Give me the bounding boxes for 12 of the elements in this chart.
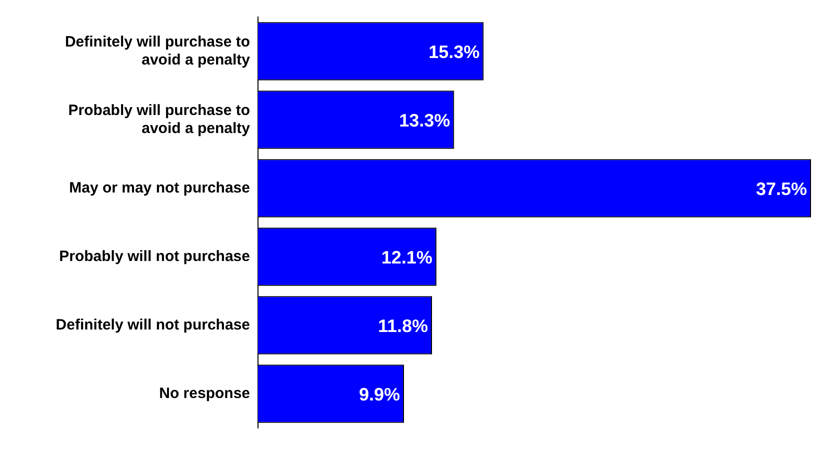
data-label: 11.8% bbox=[378, 316, 428, 336]
y-tick-label: Definitely will not purchase bbox=[56, 316, 250, 334]
y-tick-label: No response bbox=[159, 384, 250, 402]
y-tick-label: Definitely will purchase to avoid a penalty bbox=[64, 33, 251, 68]
y-tick-label: Probably will not purchase bbox=[59, 248, 250, 265]
y-tick-label: May or may not purchase bbox=[69, 179, 250, 196]
y-tick-label: Probably will purchase to avoid a penalty bbox=[68, 102, 251, 137]
data-label: 13.3% bbox=[399, 110, 450, 131]
data-label: 37.5% bbox=[756, 179, 807, 200]
data-label: 15.3% bbox=[428, 42, 480, 62]
data-label: 9.9% bbox=[358, 384, 400, 405]
data-label: 12.1% bbox=[381, 248, 432, 268]
